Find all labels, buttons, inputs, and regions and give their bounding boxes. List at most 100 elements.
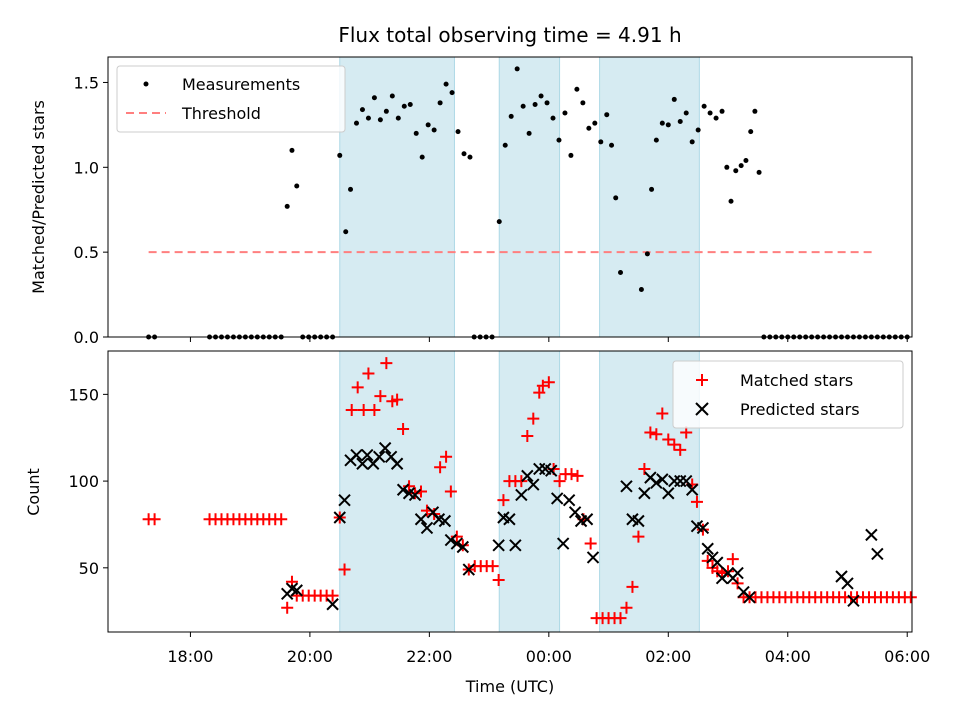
bottom-shaded-region-1	[498, 350, 561, 633]
predicted-star-point	[847, 594, 860, 607]
predicted-star-point	[492, 539, 505, 552]
measurement-point	[337, 152, 343, 158]
matched-star-point	[542, 376, 555, 389]
bottom-x-tick-label: 02:00	[645, 647, 691, 666]
legend-predicted-label: Predicted stars	[740, 400, 860, 419]
predicted-star-point	[662, 487, 675, 500]
predicted-star-point	[696, 521, 710, 535]
measurement-point	[724, 164, 730, 170]
predicted-star-point	[521, 469, 534, 483]
measurement-point	[467, 154, 473, 160]
measurement-point	[407, 102, 413, 108]
measurement-point	[294, 183, 300, 189]
predicted-star-point	[509, 539, 522, 552]
bottom-legend-box	[672, 360, 904, 429]
matched-star-point	[497, 494, 510, 507]
matched-star-point	[620, 601, 633, 614]
bottom-y-axis: 50 100 150	[68, 385, 108, 578]
top-y-tick-label: 1.5	[74, 73, 99, 92]
predicted-star-point	[462, 563, 475, 576]
measurement-point	[638, 286, 644, 292]
top-y-tick-label: 0.0	[74, 328, 99, 347]
measurement-point	[752, 108, 758, 114]
measurement-point	[413, 130, 419, 136]
bottom-y-axis-label: Count	[24, 468, 43, 516]
measurement-point	[683, 110, 689, 116]
predicted-star-point	[527, 478, 540, 491]
predicted-star-point	[390, 457, 404, 470]
measurement-point	[389, 93, 395, 99]
measurement-point	[695, 127, 701, 133]
top-y-tick-label: 0.5	[74, 243, 99, 262]
matched-star-point	[515, 475, 528, 488]
predicted-star-point	[338, 493, 351, 507]
matched-star-point	[414, 485, 427, 498]
predicted-star-point	[450, 537, 464, 550]
measurement-point	[371, 95, 377, 101]
matched-star-point	[626, 580, 639, 593]
matched-star-point	[668, 438, 681, 451]
x-axis-label: Time (UTC)	[465, 677, 554, 696]
predicted-star-point	[515, 488, 528, 502]
measurement-point	[719, 108, 725, 114]
top-x-ticks	[189, 337, 908, 342]
matched-star-point	[614, 612, 627, 625]
predicted-star-point	[568, 506, 582, 519]
measurement-point	[592, 120, 598, 126]
measurement-point	[377, 117, 383, 123]
matched-star-point	[357, 403, 370, 416]
measurement-point	[526, 130, 532, 136]
bottom-axes-frame	[107, 350, 913, 633]
matched-star-point	[440, 450, 453, 463]
top-shaded-region-1	[498, 56, 561, 338]
matched-star-point	[486, 560, 499, 573]
measurement-point	[455, 129, 461, 135]
bottom-x-tick-label: 06:00	[884, 647, 930, 666]
matched-star-point	[722, 565, 735, 578]
matched-star-point	[326, 589, 339, 602]
measurement-point	[609, 142, 615, 148]
measurement-point	[383, 108, 389, 114]
legend-matched-marker	[696, 374, 708, 386]
measurement-point	[348, 186, 354, 192]
measurement-point	[449, 90, 455, 96]
measurement-point	[618, 270, 624, 276]
measurement-point	[425, 122, 431, 128]
predicted-star-point	[685, 483, 699, 496]
predicted-star-point	[456, 540, 470, 554]
measurement-point	[496, 219, 502, 225]
bottom-x-tick-label: 20:00	[287, 647, 333, 666]
predicted-star-point	[731, 566, 744, 580]
measurement-point	[562, 110, 568, 116]
measurement-point	[738, 163, 744, 169]
matched-star-point	[565, 468, 578, 481]
matched-star-point	[492, 573, 505, 586]
measurement-point	[604, 112, 610, 118]
measurement-point	[508, 113, 514, 119]
measurement-point	[653, 137, 659, 143]
matched-star-point	[650, 428, 663, 441]
measurement-point	[431, 127, 437, 133]
predicted-star-point	[420, 521, 434, 535]
top-y-axis-label: Matched/Predicted stars	[29, 100, 48, 294]
bottom-y-tick-label: 100	[68, 472, 99, 491]
measurement-point	[733, 168, 739, 174]
matched-star-point	[409, 487, 422, 500]
measurement-point	[677, 118, 683, 124]
measurement-point	[514, 66, 520, 72]
matched-star-point	[434, 461, 447, 474]
measurement-point	[419, 154, 425, 160]
chart-title: Flux total observing time = 4.91 h	[338, 23, 681, 47]
predicted-star-point	[871, 547, 884, 561]
measurement-point	[359, 107, 365, 113]
predicted-star-point	[620, 480, 633, 493]
predicted-star-point	[841, 577, 854, 590]
matched-star-point	[148, 513, 161, 526]
measurement-point	[613, 195, 619, 201]
predicted-star-point	[326, 598, 339, 611]
measurement-point	[401, 103, 407, 109]
measurement-point	[671, 96, 677, 102]
predicted-star-point	[290, 584, 303, 597]
measurement-point	[659, 120, 665, 126]
